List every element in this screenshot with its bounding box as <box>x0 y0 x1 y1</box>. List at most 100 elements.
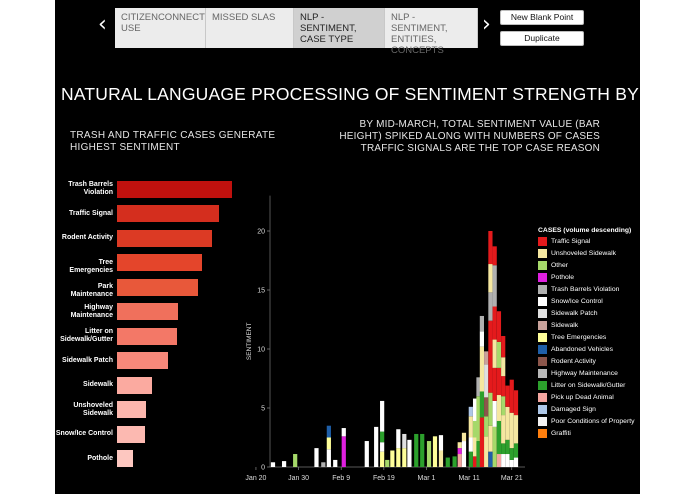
sentiment-bar-segment <box>509 412 514 449</box>
sentiment-bar-segment <box>505 454 510 467</box>
chevron-left-icon[interactable]: ‹ <box>98 12 107 37</box>
sentiment-bar-segment <box>390 450 395 467</box>
legend-label: Poor Conditions of Property <box>551 418 635 425</box>
sentiment-bar-segment <box>496 367 502 396</box>
sentiment-bar-segment <box>488 320 493 393</box>
chevron-right-icon[interactable]: › <box>482 12 491 37</box>
sentiment-bar-segment <box>501 396 506 416</box>
sentiment-bar-segment <box>407 439 412 467</box>
sentiment-bar-segment <box>402 448 407 467</box>
sentiment-bar-segment <box>488 392 493 426</box>
category-label: Tree Emergencies <box>55 259 113 275</box>
category-label-line: Highway <box>84 303 113 311</box>
category-label: Rodent Activity <box>55 234 113 242</box>
sentiment-bar-segment <box>505 385 510 407</box>
category-bar[interactable] <box>117 327 177 345</box>
legend-swatch <box>538 333 547 342</box>
sentiment-bar-segment <box>445 457 450 467</box>
category-bar[interactable] <box>117 180 232 198</box>
legend-label: Litter on Sidewalk/Gutter <box>551 382 626 389</box>
sentiment-bar-segment <box>492 306 497 340</box>
sentiment-bar-segment <box>396 429 401 449</box>
category-bar[interactable] <box>117 352 168 369</box>
category-label: Traffic Signal <box>55 210 113 218</box>
category-bar[interactable] <box>117 450 134 467</box>
legend-label: Unshoveled Sidewalk <box>551 250 616 257</box>
category-bar[interactable] <box>117 303 178 320</box>
legend-swatch <box>538 249 547 258</box>
sentiment-bar-segment <box>476 441 481 467</box>
sentiment-bar-segment <box>513 443 519 458</box>
right-chart-caption: BY MID-MARCH, TOTAL SENTIMENT VALUE (BAR… <box>310 119 600 155</box>
story-tab-citizenconnect-use[interactable]: CITIZENCONNECT USE <box>115 8 206 48</box>
sentiment-bar-segment <box>468 451 473 467</box>
legend-swatch <box>538 321 547 330</box>
category-label-line: Sidewalk <box>83 409 113 417</box>
x-tick-label: Mar 1 <box>418 475 436 482</box>
sentiment-bar-segment <box>341 428 346 437</box>
category-bar[interactable] <box>117 278 198 296</box>
sentiment-bar-segment <box>461 432 467 442</box>
legend-swatch <box>538 369 547 378</box>
category-label-line: Sidewalk/Gutter <box>60 336 113 343</box>
category-label-line: Rodent Activity <box>61 234 113 241</box>
category-bar[interactable] <box>117 229 213 247</box>
left-chart-caption: TRASH AND TRAFFIC CASES GENERATE HIGHEST… <box>70 130 275 154</box>
sentiment-bar-segment <box>513 457 519 467</box>
sentiment-bar-segment <box>509 379 514 413</box>
category-label-line: Tree Emergencies <box>69 258 113 274</box>
duplicate-button[interactable]: Duplicate <box>500 31 584 46</box>
category-bar[interactable] <box>117 401 146 418</box>
legend-label: Trash Barrels Violation <box>551 286 620 293</box>
sentiment-bar-segment <box>472 456 478 467</box>
sentiment-bar-segment <box>385 459 390 467</box>
legend-label: Highway Maintenance <box>551 370 618 377</box>
sentiment-bar-segment <box>281 461 287 467</box>
category-label: Litter on Sidewalk/Gutter <box>55 328 113 344</box>
sentiment-bar-segment <box>484 364 489 398</box>
category-bar[interactable] <box>117 205 220 222</box>
legend-label: Other <box>551 262 568 269</box>
sentiment-bar-segment <box>509 459 514 467</box>
x-tick-label: Feb 19 <box>373 475 395 482</box>
category-label: Park Maintenance <box>55 283 113 299</box>
legend-swatch <box>538 405 547 414</box>
category-bar[interactable] <box>117 425 145 443</box>
sentiment-bar-segment <box>452 456 457 467</box>
category-label: Snow/Ice Control <box>55 430 113 438</box>
category-label: Pothole <box>55 455 113 463</box>
category-label-line: Litter on <box>85 328 113 335</box>
legend-label: Damaged Sign <box>551 406 596 413</box>
sentiment-bar-segment <box>492 400 497 427</box>
story-tab-missed-slas[interactable]: MISSED SLAs <box>206 8 294 48</box>
category-label-line: Sidewalk Patch <box>62 356 113 364</box>
category-bar[interactable] <box>117 254 203 271</box>
right-caption-line: HEIGHT) SPIKED ALONG WITH NUMBERS OF CAS… <box>339 131 600 142</box>
sentiment-bar-segment <box>364 441 369 467</box>
category-label-line: Snow/Ice Control <box>55 430 113 437</box>
sentiment-bar-segment <box>380 431 385 443</box>
y-axis-label: SENTIMENT <box>246 322 253 360</box>
story-tab-nlp-sentiment-case-type[interactable]: NLP - SENTIMENT, CASE TYPE <box>294 8 385 48</box>
sentiment-bar-segment <box>270 462 276 467</box>
sentiment-bar-segment <box>488 231 493 265</box>
sentiment-bar-segment <box>513 390 519 416</box>
sentiment-bar-segment <box>468 416 473 438</box>
y-tick-label: 15 <box>257 288 265 295</box>
sentiment-bar-segment <box>501 454 506 467</box>
sentiment-bar-segment <box>321 462 326 467</box>
legend-label: Tree Emergencies <box>551 334 607 341</box>
sentiment-bar-segment <box>496 395 502 421</box>
sentiment-bar-segment <box>472 437 478 457</box>
category-label-line: Trash Barrels <box>68 181 113 188</box>
legend-label: Pothole <box>551 274 575 281</box>
new-blank-point-button[interactable]: New Blank Point <box>500 10 584 25</box>
sentiment-bar-segment <box>426 441 432 467</box>
sentiment-bar-segment <box>479 346 484 392</box>
sentiment-bar-segment <box>496 311 502 342</box>
sentiment-bar-segment <box>479 417 484 467</box>
category-label-line: Maintenance <box>70 311 113 319</box>
story-tab-nlp-sentiment-entities-concepts[interactable]: NLP - SENTIMENT, ENTITIES, CONCEPTS <box>385 8 478 56</box>
category-bar[interactable] <box>117 376 152 394</box>
sentiment-bar-segment <box>484 351 489 365</box>
